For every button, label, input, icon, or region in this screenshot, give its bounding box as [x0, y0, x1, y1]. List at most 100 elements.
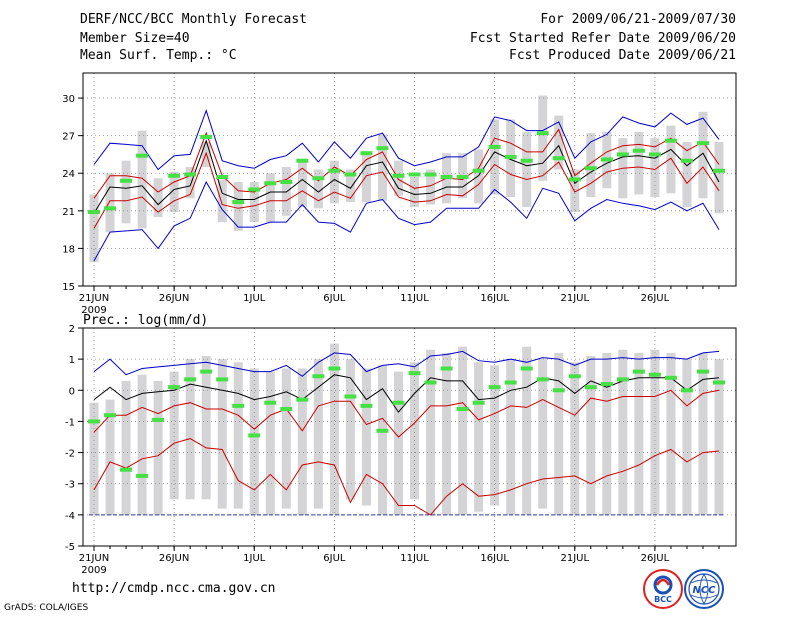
prec-observed-mark: [184, 377, 197, 382]
temp-box: [153, 178, 163, 218]
prec-box: [410, 362, 420, 500]
temp-observed-mark: [104, 206, 117, 211]
prec-box: [634, 352, 644, 515]
prec-series-max: [93, 350, 720, 377]
prec-observed-mark: [600, 382, 613, 387]
temp-observed-mark: [280, 180, 293, 185]
prec-box: [570, 362, 580, 515]
prec-box: [329, 343, 339, 515]
prec-year-label: 2009: [81, 565, 106, 576]
temp-xtick-label: 21JUL: [560, 293, 589, 304]
grads-credit: GrADS: COLA/IGES: [4, 603, 89, 613]
prec-observed-mark: [520, 366, 533, 371]
prec-observed-mark: [376, 428, 389, 433]
temp-ytick-label: 24: [62, 169, 75, 180]
prec-observed-mark: [232, 403, 245, 408]
temp-box: [345, 169, 355, 203]
temp-box: [538, 95, 548, 181]
temp-xtick-label: 6JUL: [323, 293, 346, 304]
prec-observed-mark: [88, 419, 100, 424]
temp-box: [105, 173, 115, 233]
temp-observed-mark: [680, 158, 693, 163]
chart-title: DERF/NCC/BCC Monthly Forecast: [80, 12, 307, 27]
temp-frame: [82, 72, 737, 287]
temp-box: [586, 133, 596, 198]
prec-box: [233, 362, 243, 509]
temp-observed-mark: [648, 152, 661, 157]
prec-box: [201, 356, 211, 500]
bcc-emblem-icon: BCC: [653, 575, 673, 604]
temp-box: [297, 160, 307, 208]
temp-box: [217, 179, 227, 223]
prec-observed-mark: [552, 388, 565, 393]
prec-box: [377, 365, 387, 515]
temp-observed-mark: [376, 146, 389, 151]
prec-box: [426, 349, 436, 515]
temp-panel: 15 18 21 24 27 30 21JUN 26JUN 1JUL 6JUL 11JUL 16JUL…: [62, 72, 737, 316]
temp-observed-mark: [232, 200, 245, 205]
temp-observed-mark: [248, 187, 261, 192]
prec-box: [281, 368, 291, 509]
temp-observed-mark: [536, 131, 549, 136]
prec-box: [474, 362, 484, 512]
prec-observed-mark: [104, 413, 117, 418]
temp-observed-mark: [200, 134, 213, 139]
start-date-label: Fcst Started Refer Date 2009/06/20: [469, 31, 736, 46]
prec-frame: [82, 327, 737, 547]
prec-xtick-label: 26JUL: [641, 553, 670, 564]
prec-box: [121, 380, 131, 515]
temp-box: [361, 151, 371, 203]
prec-xtick-label: 1JUL: [243, 553, 266, 564]
temp-observed-mark: [216, 174, 229, 179]
temp-ytick-label: 15: [62, 282, 75, 293]
temp-box: [249, 182, 259, 223]
prec-series-low_extreme: [93, 438, 720, 516]
prec-box: [345, 359, 355, 500]
temp-observed-mark: [264, 181, 277, 186]
temp-box: [377, 134, 387, 201]
prec-observed-mark: [456, 406, 469, 411]
temp-ytick-label: 27: [62, 132, 75, 143]
temp-box: [650, 138, 660, 198]
prec-box: [361, 368, 371, 506]
temp-observed-mark: [168, 173, 181, 178]
prec-box: [297, 368, 307, 515]
temp-ytick-label: 21: [62, 207, 75, 218]
prec-observed-mark: [248, 433, 261, 438]
prec-box: [586, 356, 596, 515]
temp-observed-mark: [696, 141, 709, 146]
prec-panel-title: Prec.: log(mm/d): [83, 313, 208, 328]
temp-box: [233, 182, 243, 231]
temp-box: [169, 171, 179, 213]
source-url[interactable]: http://cmdp.ncc.cma.gov.cn: [72, 581, 276, 596]
temp-observed-mark: [440, 174, 453, 179]
prec-ytick-label: -2: [65, 449, 75, 460]
prec-observed-mark: [472, 400, 485, 405]
temp-observed-mark: [488, 144, 501, 149]
temp-box: [265, 173, 275, 223]
prec-observed-mark: [408, 371, 421, 376]
temp-observed-mark: [120, 178, 133, 183]
prec-box: [105, 399, 115, 515]
temp-box: [714, 141, 724, 214]
temp-observed-mark: [392, 173, 405, 178]
prec-box: [554, 352, 564, 515]
prec-xtick-label: 26JUN: [159, 553, 189, 564]
temp-observed-mark: [616, 152, 629, 157]
temp-observed-mark: [568, 177, 581, 182]
temp-xtick-label: 21JUN: [79, 293, 109, 304]
prec-box: [490, 365, 500, 506]
temp-observed-mark: [584, 166, 597, 171]
prec-panel: -5 -4 -3 -2 -1 0 1 2 21JUN 26JUN 1JUL 6JUL 11JUL 16JU…: [65, 324, 737, 576]
prec-box: [265, 371, 275, 515]
prec-box: [666, 352, 676, 515]
member-size-label: Member Size=40: [80, 31, 190, 46]
prec-xtick-label: 6JUL: [323, 553, 346, 564]
temp-box: [329, 160, 339, 204]
temp-xtick-label: 1JUL: [243, 293, 266, 304]
temp-xtick-label: 26JUN: [159, 293, 189, 304]
prec-xtick-label: 21JUN: [79, 553, 109, 564]
temp-ytick-label: 18: [62, 244, 75, 255]
prec-observed-mark: [584, 385, 597, 390]
